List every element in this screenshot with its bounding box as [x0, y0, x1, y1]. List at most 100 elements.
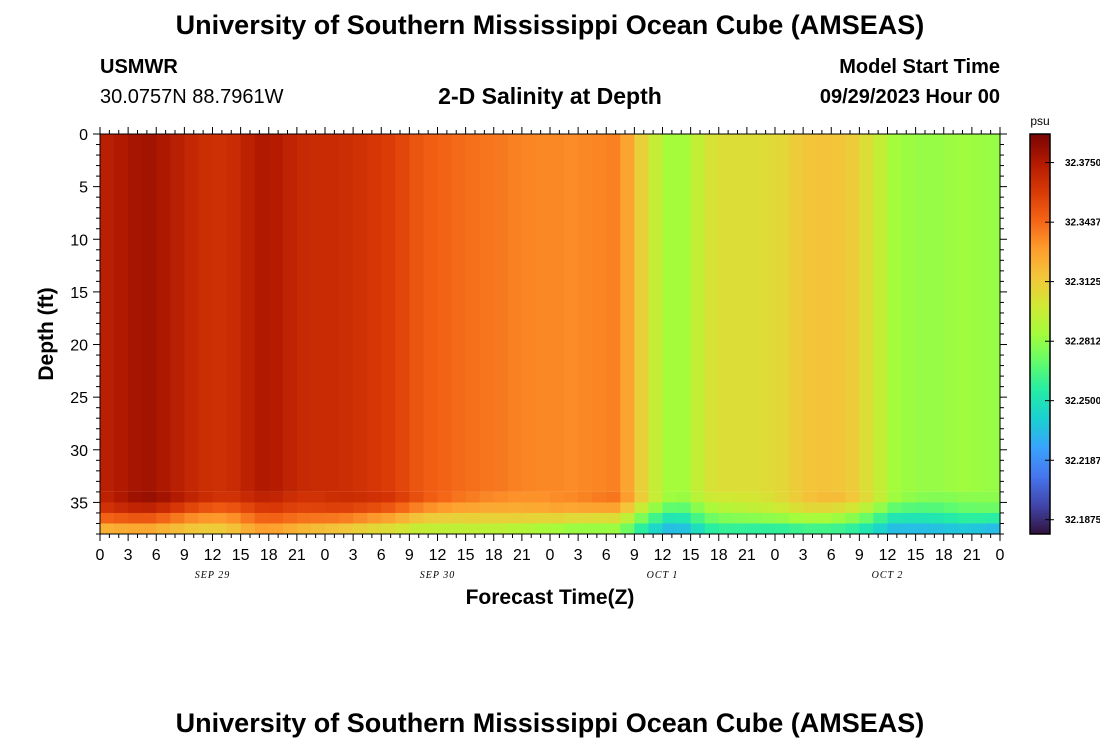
- heatmap-cell: [184, 502, 200, 514]
- heatmap-cell: [437, 512, 453, 524]
- heatmap-cell: [451, 491, 467, 503]
- heatmap-cell: [493, 134, 509, 492]
- x-tick-label: 15: [232, 547, 250, 564]
- heatmap-cell: [831, 491, 846, 503]
- heatmap-cell: [465, 502, 481, 514]
- heatmap-cell: [915, 134, 931, 492]
- heatmap-cell: [423, 134, 439, 492]
- x-tick-label: 12: [654, 547, 672, 564]
- heatmap-cell: [128, 502, 143, 514]
- heatmap-cell: [985, 523, 1001, 535]
- x-tick-label: 6: [827, 547, 836, 564]
- heatmap-cell: [550, 523, 565, 535]
- heatmap-cell: [592, 134, 607, 492]
- heatmap-cell: [971, 523, 987, 535]
- heatmap-cell: [662, 502, 678, 514]
- heatmap-cell: [212, 491, 228, 503]
- heatmap-cell: [353, 512, 368, 524]
- heatmap-cell: [423, 523, 439, 535]
- heatmap-cell: [381, 134, 396, 492]
- heatmap-cell: [915, 523, 931, 535]
- heatmap-cell: [620, 502, 635, 514]
- heatmap-cell: [409, 523, 425, 535]
- x-tick-label: 3: [574, 547, 583, 564]
- heatmap-cell: [859, 512, 875, 524]
- heatmap-cell: [479, 512, 495, 524]
- y-tick-label: 35: [70, 495, 88, 512]
- heatmap-cell: [929, 523, 945, 535]
- day-label: OCT 1: [647, 570, 679, 581]
- heatmap-plot-area: [99, 133, 1001, 535]
- heatmap-cell: [325, 502, 340, 514]
- heatmap-cell: [943, 512, 959, 524]
- day-label: SEP 30: [420, 570, 456, 581]
- x-tick-label: 0: [321, 547, 330, 564]
- heatmap-cell: [465, 491, 481, 503]
- heatmap-cell: [746, 502, 762, 514]
- colorbar-tick-label: 32.2187: [1065, 456, 1100, 467]
- heatmap-cell: [943, 502, 959, 514]
- x-tick-label: 21: [738, 547, 756, 564]
- heatmap-cell: [142, 491, 157, 503]
- heatmap-cell: [423, 491, 439, 503]
- heatmap-cell: [535, 523, 551, 535]
- heatmap-cell: [451, 502, 467, 514]
- heatmap-cell: [859, 491, 875, 503]
- heatmap-cell: [845, 502, 860, 514]
- heatmap-cell: [831, 134, 846, 492]
- heatmap-cell: [100, 502, 115, 514]
- colorbar-tick-label: 32.3750: [1065, 158, 1100, 169]
- heatmap-cell: [535, 512, 551, 524]
- heatmap-cell: [873, 502, 889, 514]
- heatmap-cell: [521, 502, 537, 514]
- x-tick-label: 21: [963, 547, 981, 564]
- heatmap-cell: [268, 502, 284, 514]
- heatmap-cell: [282, 134, 298, 492]
- day-label: OCT 2: [872, 570, 904, 581]
- heatmap-cell: [690, 523, 706, 535]
- heatmap-cell: [367, 523, 382, 535]
- heatmap-cell: [578, 523, 593, 535]
- heatmap-cell: [873, 491, 889, 503]
- colorbar-tick-label: 32.2812: [1065, 337, 1100, 348]
- heatmap-cell: [817, 512, 832, 524]
- heatmap-cell: [634, 523, 650, 535]
- heatmap-cell: [184, 491, 200, 503]
- heatmap-cell: [817, 502, 832, 514]
- heatmap-cell: [226, 502, 242, 514]
- heatmap-cell: [184, 512, 200, 524]
- heatmap-cell: [325, 523, 340, 535]
- heatmap-cell: [859, 134, 875, 492]
- heatmap-cell: [254, 491, 270, 503]
- y-tick-label: 30: [70, 443, 88, 460]
- x-tick-label: 9: [405, 547, 414, 564]
- heatmap-cell: [170, 512, 185, 524]
- heatmap-cell: [704, 491, 720, 503]
- heatmap-cell: [915, 502, 931, 514]
- heatmap-cell: [845, 134, 860, 492]
- heatmap-cell: [648, 502, 664, 514]
- station-coordinates: 30.0757N 88.7961W: [100, 86, 284, 108]
- heatmap-cell: [521, 491, 537, 503]
- heatmap-cell: [114, 134, 129, 492]
- heatmap-cell: [718, 523, 734, 535]
- y-tick-label: 0: [79, 127, 88, 144]
- heatmap-cell: [310, 134, 326, 492]
- heatmap-cell: [479, 523, 495, 535]
- heatmap-cell: [718, 502, 734, 514]
- x-tick-label: 0: [771, 547, 780, 564]
- heatmap-cell: [620, 491, 635, 503]
- heatmap-cell: [775, 523, 790, 535]
- heatmap-cell: [212, 134, 228, 492]
- heatmap-cell: [564, 134, 579, 492]
- heatmap-cell: [789, 491, 804, 503]
- heatmap-cell: [634, 491, 650, 503]
- heatmap-cell: [550, 512, 565, 524]
- heatmap-cell: [760, 502, 776, 514]
- heatmap-cell: [901, 491, 917, 503]
- heatmap-cell: [831, 502, 846, 514]
- heatmap-cell: [901, 523, 917, 535]
- heatmap-cell: [803, 491, 818, 503]
- heatmap-cell: [718, 134, 734, 492]
- heatmap-cell: [521, 134, 537, 492]
